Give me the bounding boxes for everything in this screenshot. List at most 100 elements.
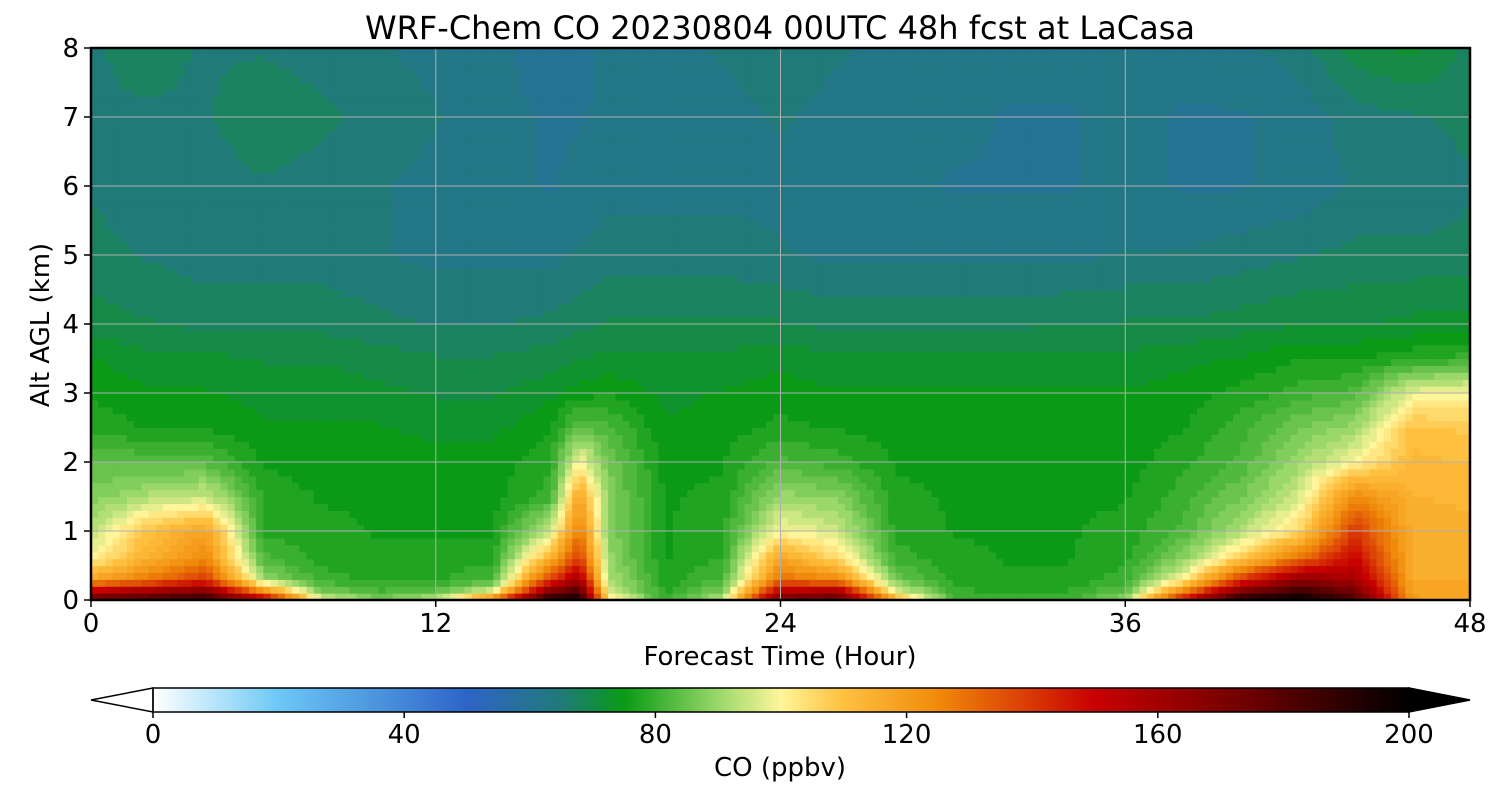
heatmap-cell bbox=[399, 434, 408, 442]
heatmap-cell bbox=[500, 268, 509, 277]
heatmap-cell bbox=[299, 330, 308, 339]
heatmap-cell bbox=[119, 565, 128, 573]
heatmap-cell bbox=[385, 220, 394, 228]
heatmap-cell bbox=[442, 351, 451, 360]
heatmap-cell bbox=[277, 531, 286, 539]
heatmap-cell bbox=[514, 137, 523, 146]
heatmap-cell bbox=[126, 48, 135, 56]
heatmap-cell bbox=[514, 282, 523, 291]
heatmap-cell bbox=[486, 441, 494, 449]
heatmap-cell bbox=[320, 103, 329, 111]
heatmap-cell bbox=[148, 241, 157, 249]
heatmap-cell bbox=[457, 565, 466, 573]
heatmap-cell bbox=[270, 441, 279, 449]
heatmap-cell bbox=[493, 475, 501, 484]
heatmap-cell bbox=[450, 399, 458, 408]
heatmap-cell bbox=[493, 289, 501, 297]
heatmap-cell bbox=[450, 475, 458, 484]
heatmap-cell bbox=[119, 517, 128, 525]
heatmap-cell bbox=[241, 337, 250, 346]
heatmap-cell bbox=[428, 558, 437, 567]
heatmap-cell bbox=[141, 296, 150, 304]
heatmap-cell bbox=[299, 158, 308, 166]
heatmap-cell bbox=[471, 282, 480, 291]
heatmap-cell bbox=[335, 317, 343, 325]
heatmap-cell bbox=[478, 531, 487, 539]
heatmap-cell bbox=[507, 54, 516, 63]
heatmap-cell bbox=[292, 544, 300, 553]
heatmap-cell bbox=[249, 365, 257, 373]
heatmap-cell bbox=[191, 462, 200, 470]
heatmap-cell bbox=[148, 137, 157, 146]
heatmap-cell bbox=[328, 344, 336, 353]
heatmap-cell bbox=[464, 503, 473, 511]
heatmap-cell bbox=[457, 144, 466, 153]
heatmap-cell bbox=[514, 255, 523, 263]
heatmap-cell bbox=[299, 110, 308, 118]
heatmap-cell bbox=[162, 593, 171, 600]
heatmap-cell bbox=[119, 468, 128, 477]
heatmap-cell bbox=[320, 89, 329, 97]
heatmap-cell bbox=[521, 330, 530, 339]
heatmap-cell bbox=[234, 179, 243, 187]
heatmap-cell bbox=[227, 151, 236, 159]
heatmap-cell bbox=[299, 137, 308, 146]
heatmap-cell bbox=[191, 96, 200, 104]
heatmap-cell bbox=[170, 551, 178, 560]
heatmap-cell bbox=[213, 227, 221, 235]
heatmap-cell bbox=[464, 61, 473, 70]
heatmap-cell bbox=[335, 448, 343, 456]
heatmap-cell bbox=[471, 89, 480, 97]
heatmap-cell bbox=[428, 330, 437, 339]
heatmap-cell bbox=[536, 393, 545, 401]
heatmap-cell bbox=[471, 172, 480, 180]
heatmap-cell bbox=[170, 365, 178, 373]
heatmap-cell bbox=[191, 75, 200, 84]
heatmap-cell bbox=[320, 420, 329, 429]
heatmap-cell bbox=[342, 399, 351, 408]
heatmap-cell bbox=[148, 558, 157, 567]
heatmap-cell bbox=[184, 54, 193, 63]
heatmap-cell bbox=[292, 489, 300, 498]
heatmap-cell bbox=[464, 572, 473, 580]
heatmap-cell bbox=[507, 448, 516, 456]
heatmap-cell bbox=[371, 324, 379, 332]
heatmap-cell bbox=[220, 489, 229, 498]
heatmap-cell bbox=[234, 393, 243, 401]
heatmap-cell bbox=[126, 248, 135, 256]
heatmap-cell bbox=[335, 192, 343, 201]
heatmap-cell bbox=[306, 510, 315, 518]
heatmap-cell bbox=[356, 413, 365, 422]
heatmap-cell bbox=[457, 227, 466, 235]
heatmap-cell bbox=[385, 82, 394, 90]
heatmap-cell bbox=[112, 503, 121, 511]
heatmap-cell bbox=[263, 372, 272, 380]
heatmap-cell bbox=[299, 537, 308, 546]
heatmap-cell bbox=[91, 330, 99, 339]
heatmap-cell bbox=[177, 165, 185, 173]
heatmap-cell bbox=[493, 137, 501, 146]
heatmap-cell bbox=[486, 462, 494, 470]
heatmap-cell bbox=[234, 496, 243, 504]
heatmap-cell bbox=[98, 192, 106, 201]
heatmap-cell bbox=[428, 186, 437, 194]
heatmap-cell bbox=[514, 496, 523, 504]
heatmap-cell bbox=[191, 441, 200, 449]
heatmap-cell bbox=[177, 248, 185, 256]
heatmap-cell bbox=[112, 406, 121, 415]
heatmap-cell bbox=[119, 406, 128, 415]
heatmap-cell bbox=[227, 537, 236, 546]
heatmap-cell bbox=[320, 524, 329, 532]
heatmap-cell bbox=[256, 420, 264, 429]
heatmap-cell bbox=[371, 268, 379, 277]
heatmap-cell bbox=[328, 179, 336, 187]
heatmap-cell bbox=[134, 558, 142, 567]
heatmap-cell bbox=[284, 324, 293, 332]
heatmap-cell bbox=[457, 248, 466, 256]
heatmap-cell bbox=[198, 434, 207, 442]
heatmap-cell bbox=[378, 282, 387, 291]
heatmap-cell bbox=[514, 220, 523, 228]
heatmap-cell bbox=[414, 241, 422, 249]
heatmap-cell bbox=[155, 468, 164, 477]
heatmap-cell bbox=[220, 434, 229, 442]
